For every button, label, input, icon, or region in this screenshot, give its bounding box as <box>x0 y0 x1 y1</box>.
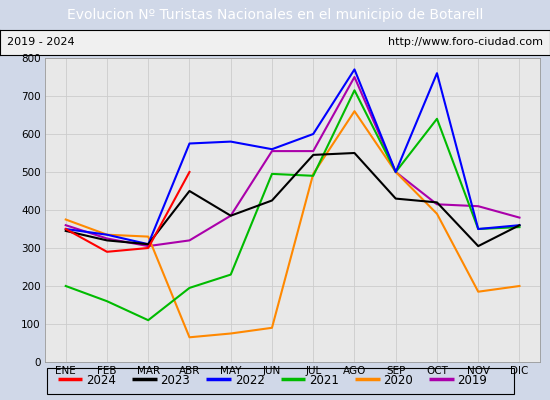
Text: Evolucion Nº Turistas Nacionales en el municipio de Botarell: Evolucion Nº Turistas Nacionales en el m… <box>67 8 483 22</box>
Text: 2021: 2021 <box>309 374 339 388</box>
Text: 2024: 2024 <box>86 374 116 388</box>
Text: 2020: 2020 <box>383 374 413 388</box>
Text: 2019 - 2024: 2019 - 2024 <box>7 37 74 47</box>
Text: 2019: 2019 <box>458 374 487 388</box>
Text: 2023: 2023 <box>161 374 190 388</box>
Text: 2022: 2022 <box>235 374 265 388</box>
Text: http://www.foro-ciudad.com: http://www.foro-ciudad.com <box>388 37 543 47</box>
